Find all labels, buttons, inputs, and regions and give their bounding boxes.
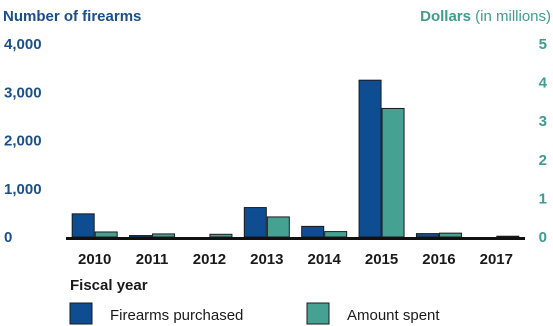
bar-amount-spent [152, 233, 176, 238]
right-axis-title: Dollars (in millions) [420, 8, 551, 25]
left-tick-label: 3,000 [4, 84, 42, 101]
left-tick-label: 4,000 [4, 36, 42, 53]
left-tick-label: 0 [4, 229, 12, 246]
bar-amount-spent [496, 235, 520, 238]
left-tick-label: 2,000 [4, 133, 42, 150]
right-tick-label: 2 [539, 152, 547, 169]
x-tick-label: 2016 [422, 251, 455, 268]
right-tick-label: 1 [539, 190, 547, 207]
x-tick-label: 2010 [78, 251, 111, 268]
legend-label: Amount spent [347, 307, 440, 324]
bar-amount-spent [209, 233, 233, 238]
bar-firearms-purchased [243, 207, 267, 238]
legend-amount-spent: Amount spent [306, 302, 440, 325]
bar-amount-spent [94, 231, 118, 238]
bar-firearms-purchased [71, 213, 95, 238]
bar-amount-spent [438, 232, 462, 238]
x-axis-ticks: 2010 2011 2012 2013 2014 2015 2016 2017 [78, 251, 513, 268]
x-tick-label: 2011 [136, 251, 169, 268]
right-tick-label: 4 [539, 75, 548, 92]
left-axis-title: Number of firearms [3, 8, 141, 25]
bar-firearms-purchased [301, 225, 325, 238]
bars [71, 79, 520, 238]
bar-firearms-purchased [129, 235, 153, 238]
x-tick-label: 2013 [250, 251, 283, 268]
legend-label: Firearms purchased [110, 307, 243, 324]
x-tick-label: 2012 [193, 251, 226, 268]
left-axis-ticks: 0 1,000 2,000 3,000 4,000 [4, 36, 42, 246]
right-axis-title-unit: (in millions) [471, 8, 551, 25]
right-tick-label: 3 [539, 113, 547, 130]
left-tick-label: 1,000 [4, 181, 42, 198]
legend-swatch [306, 302, 330, 325]
bar-amount-spent [381, 107, 405, 238]
right-axis-title-main: Dollars [420, 8, 471, 25]
right-tick-label: 0 [539, 229, 547, 246]
bar-firearms-purchased [415, 233, 439, 238]
x-tick-label: 2014 [308, 251, 342, 268]
legend-swatch [69, 302, 93, 325]
bar-firearms-purchased [358, 79, 382, 238]
right-axis-ticks: 0 1 2 3 4 5 [539, 36, 548, 246]
legend: Firearms purchased Amount spent [69, 302, 440, 325]
bar-amount-spent [266, 216, 290, 238]
legend-firearms-purchased: Firearms purchased [69, 302, 243, 325]
x-tick-label: 2017 [480, 251, 513, 268]
x-axis-title: Fiscal year [70, 277, 148, 294]
x-tick-label: 2015 [365, 251, 398, 268]
bar-amount-spent [324, 231, 348, 238]
right-tick-label: 5 [539, 36, 547, 53]
